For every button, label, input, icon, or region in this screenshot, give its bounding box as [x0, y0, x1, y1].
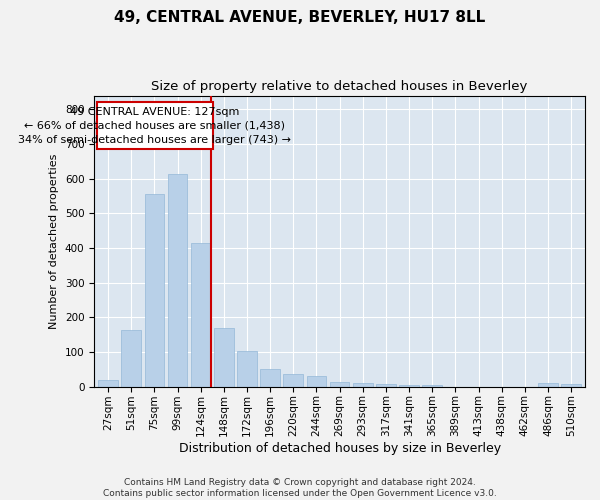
Bar: [145, 194, 164, 386]
Bar: [214, 328, 233, 386]
Title: Size of property relative to detached houses in Beverley: Size of property relative to detached ho…: [151, 80, 528, 93]
Bar: [283, 374, 303, 386]
Y-axis label: Number of detached properties: Number of detached properties: [49, 154, 59, 329]
Bar: [399, 385, 419, 386]
Bar: [168, 174, 187, 386]
Bar: [98, 380, 118, 386]
X-axis label: Distribution of detached houses by size in Beverley: Distribution of detached houses by size …: [179, 442, 500, 455]
Bar: [237, 351, 257, 386]
Bar: [376, 384, 396, 386]
Bar: [191, 243, 211, 386]
FancyBboxPatch shape: [97, 102, 213, 150]
Bar: [561, 384, 581, 386]
Text: 49 CENTRAL AVENUE: 127sqm
← 66% of detached houses are smaller (1,438)
34% of se: 49 CENTRAL AVENUE: 127sqm ← 66% of detac…: [18, 107, 291, 145]
Text: Contains HM Land Registry data © Crown copyright and database right 2024.
Contai: Contains HM Land Registry data © Crown c…: [103, 478, 497, 498]
Bar: [330, 382, 349, 386]
Bar: [422, 385, 442, 386]
Text: 49, CENTRAL AVENUE, BEVERLEY, HU17 8LL: 49, CENTRAL AVENUE, BEVERLEY, HU17 8LL: [115, 10, 485, 25]
Bar: [353, 383, 373, 386]
Bar: [307, 376, 326, 386]
Bar: [538, 383, 558, 386]
Bar: [121, 330, 141, 386]
Bar: [260, 370, 280, 386]
